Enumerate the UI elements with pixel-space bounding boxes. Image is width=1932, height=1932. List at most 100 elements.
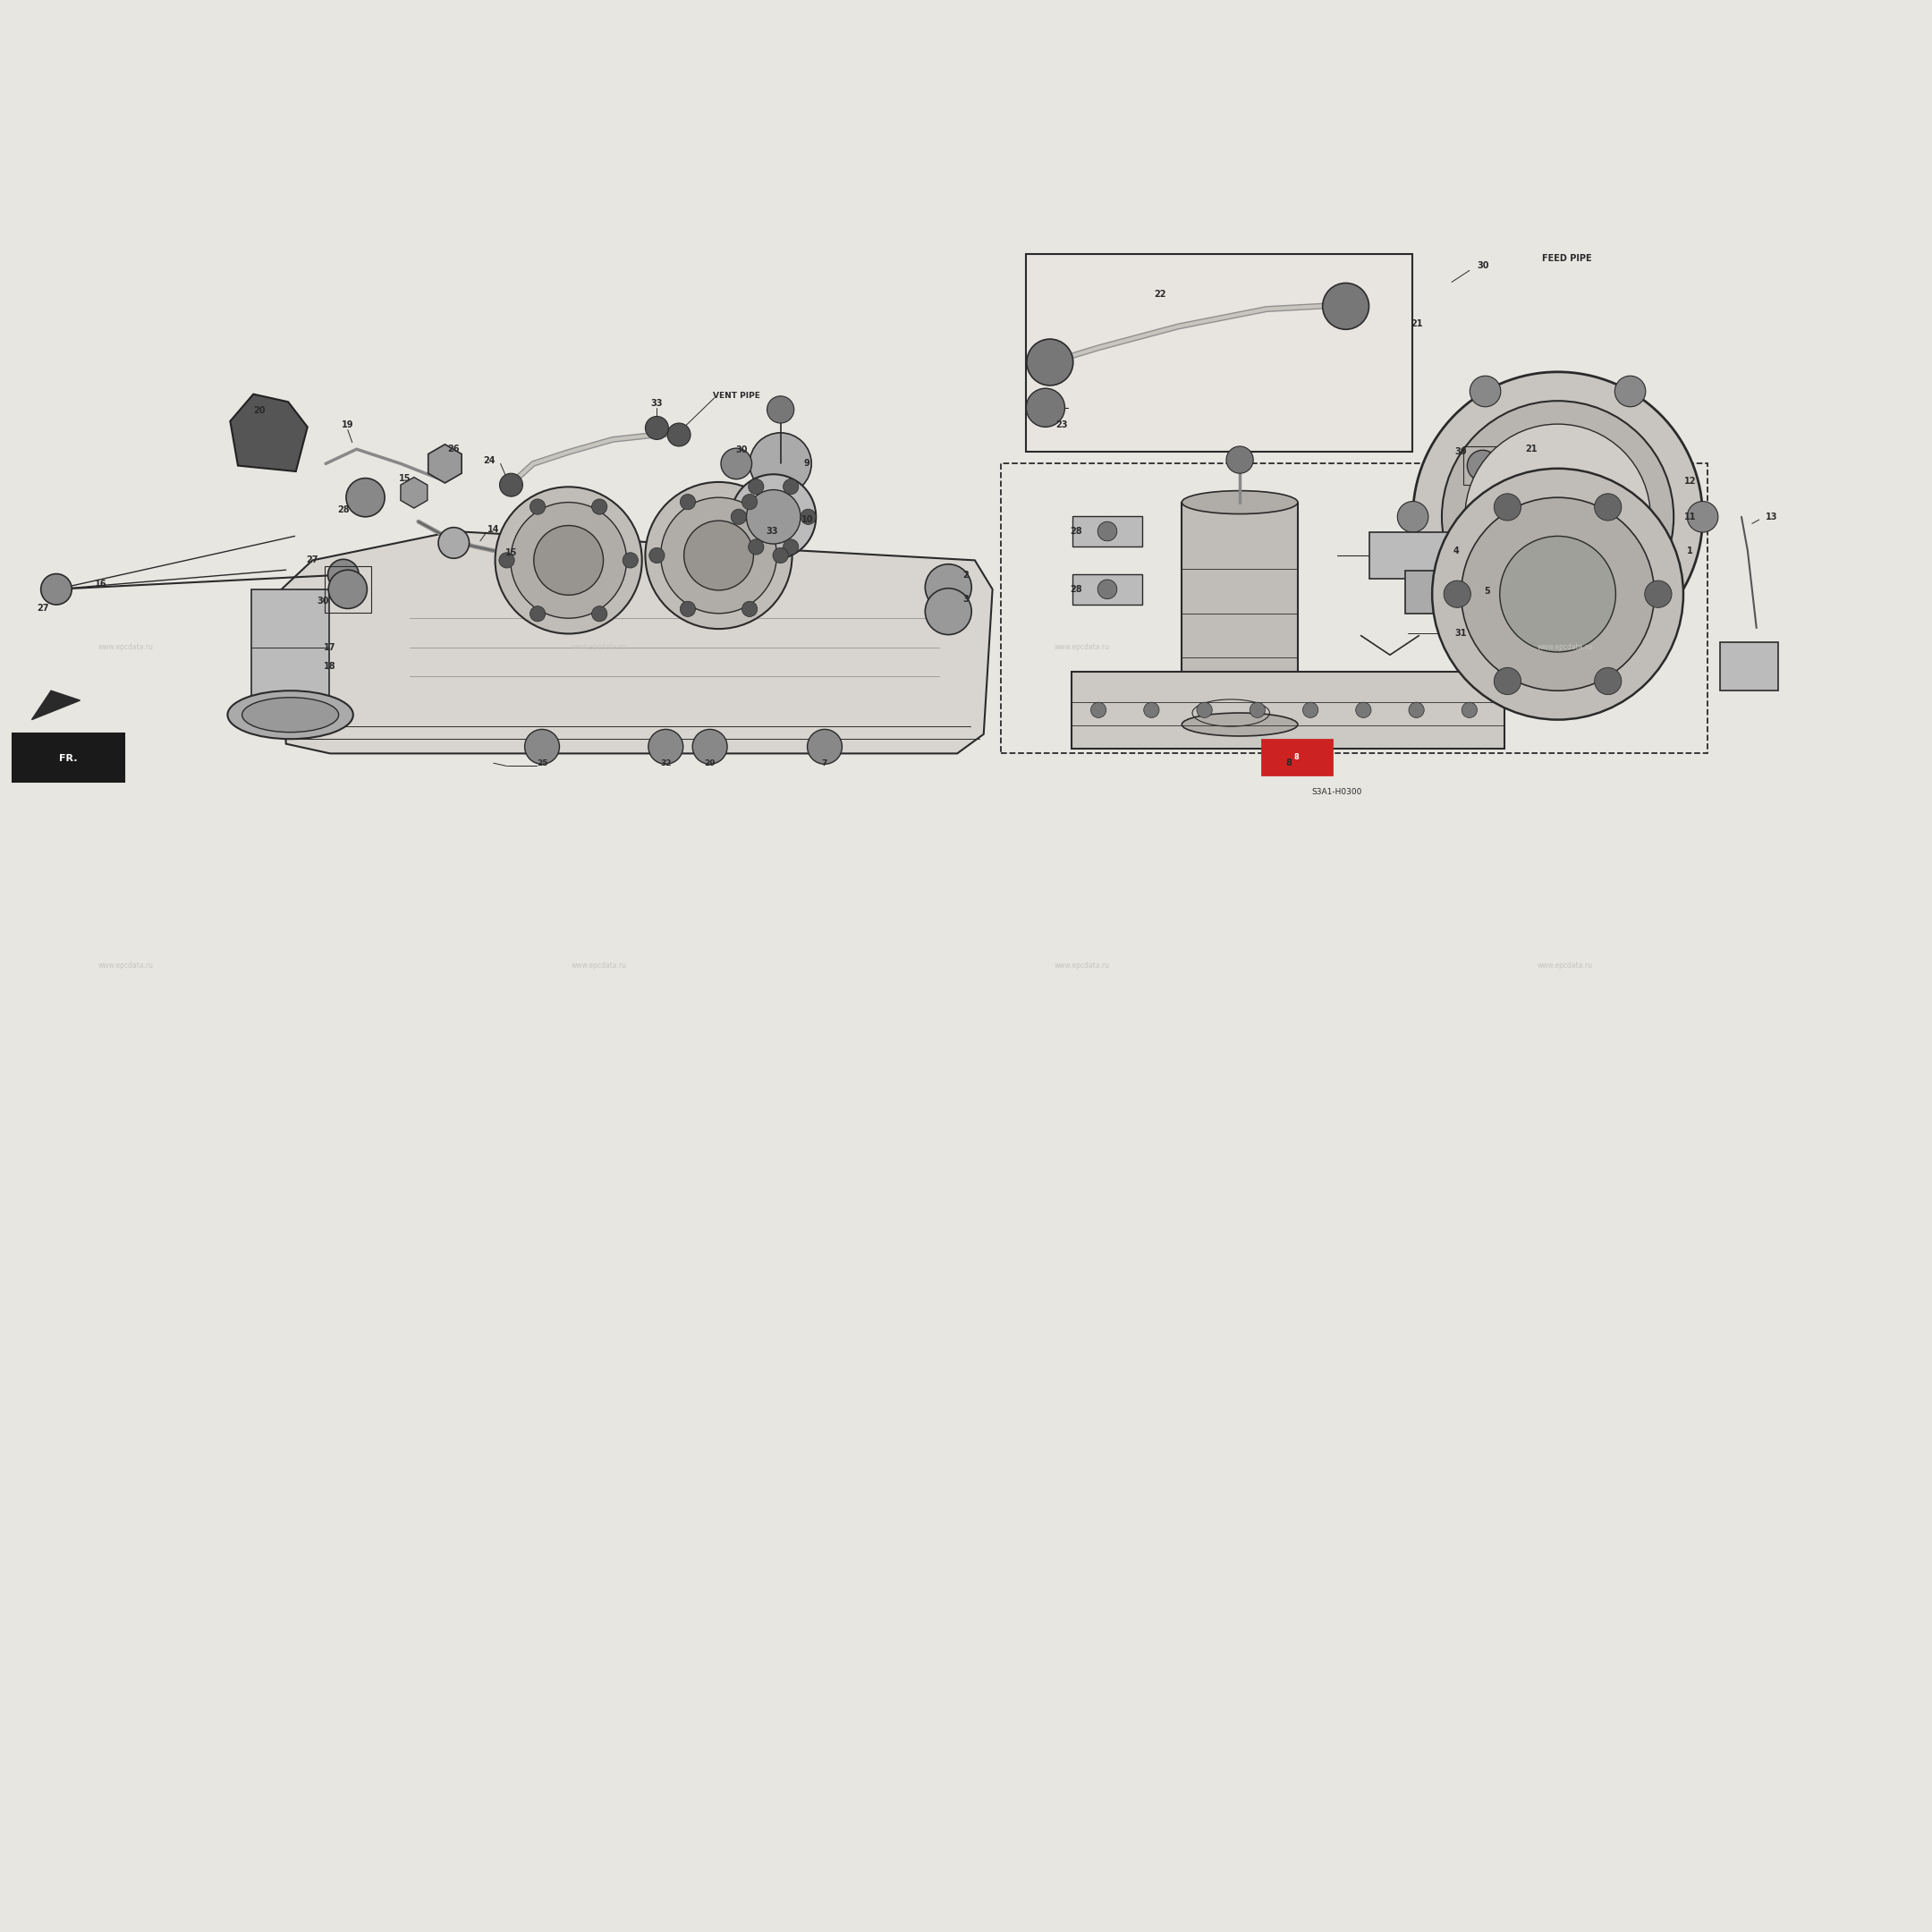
Circle shape xyxy=(1026,388,1065,427)
Bar xyxy=(1072,574,1142,605)
Circle shape xyxy=(782,539,798,554)
Text: 13: 13 xyxy=(1766,512,1777,522)
Circle shape xyxy=(526,728,560,763)
Circle shape xyxy=(748,479,763,495)
Polygon shape xyxy=(429,444,462,483)
Circle shape xyxy=(1323,282,1370,328)
Circle shape xyxy=(1461,498,1654,692)
Circle shape xyxy=(750,433,811,495)
Bar xyxy=(1262,740,1331,775)
Text: 30: 30 xyxy=(1455,448,1466,456)
Circle shape xyxy=(529,498,545,514)
Circle shape xyxy=(746,491,800,545)
Circle shape xyxy=(1464,425,1650,611)
Circle shape xyxy=(529,607,545,622)
Circle shape xyxy=(808,728,842,763)
Bar xyxy=(1463,446,1501,485)
Text: www.epcdata.ru: www.epcdata.ru xyxy=(99,643,153,651)
Text: 14: 14 xyxy=(487,526,500,533)
Circle shape xyxy=(533,526,603,595)
Polygon shape xyxy=(400,477,427,508)
Circle shape xyxy=(1470,626,1501,657)
Circle shape xyxy=(1250,703,1265,719)
Bar xyxy=(1719,641,1777,692)
Circle shape xyxy=(767,396,794,423)
Circle shape xyxy=(748,539,763,554)
Circle shape xyxy=(667,423,690,446)
Text: 27: 27 xyxy=(37,605,48,612)
Text: 25: 25 xyxy=(537,759,547,767)
Polygon shape xyxy=(31,692,79,721)
Text: 5: 5 xyxy=(1484,587,1490,595)
Bar xyxy=(1182,502,1298,724)
Text: 29: 29 xyxy=(705,759,715,767)
Text: 23: 23 xyxy=(1055,421,1066,429)
Bar xyxy=(1405,572,1482,614)
Text: 9: 9 xyxy=(804,460,810,468)
Text: 3: 3 xyxy=(962,595,970,603)
Circle shape xyxy=(1615,377,1646,408)
Text: www.epcdata.ru: www.epcdata.ru xyxy=(1055,643,1109,651)
Circle shape xyxy=(1432,469,1683,721)
Text: FEED PIPE: FEED PIPE xyxy=(1542,255,1592,263)
Circle shape xyxy=(591,607,607,622)
Circle shape xyxy=(328,558,359,589)
Circle shape xyxy=(925,587,972,634)
Text: www.epcdata.ru: www.epcdata.ru xyxy=(99,962,153,970)
Circle shape xyxy=(1644,582,1671,607)
Text: 32: 32 xyxy=(661,759,670,767)
Text: 1: 1 xyxy=(1687,547,1692,554)
Circle shape xyxy=(498,553,514,568)
Circle shape xyxy=(1463,703,1478,719)
Bar xyxy=(12,734,124,782)
Circle shape xyxy=(649,728,684,763)
Text: 30: 30 xyxy=(1476,261,1490,270)
Text: 4: 4 xyxy=(1453,547,1459,554)
Ellipse shape xyxy=(1182,491,1298,514)
Bar xyxy=(1026,253,1412,452)
Text: 31: 31 xyxy=(1455,630,1466,638)
Circle shape xyxy=(1397,502,1428,533)
Circle shape xyxy=(510,502,626,618)
Circle shape xyxy=(1441,402,1673,634)
Circle shape xyxy=(645,417,668,440)
Bar xyxy=(1072,516,1142,547)
Text: 16: 16 xyxy=(95,580,106,589)
Circle shape xyxy=(1594,493,1621,520)
Circle shape xyxy=(730,475,815,560)
Text: www.epcdata.ru: www.epcdata.ru xyxy=(572,643,626,651)
Circle shape xyxy=(649,549,665,564)
Text: 12: 12 xyxy=(1685,477,1696,485)
Text: VENT PIPE: VENT PIPE xyxy=(713,392,759,400)
Polygon shape xyxy=(282,531,993,753)
Text: 17: 17 xyxy=(325,643,336,651)
Circle shape xyxy=(730,508,746,526)
Circle shape xyxy=(495,487,641,634)
Circle shape xyxy=(742,495,757,510)
Circle shape xyxy=(500,473,524,497)
Circle shape xyxy=(1092,703,1107,719)
Text: www.epcdata.ru: www.epcdata.ru xyxy=(1055,962,1109,970)
Circle shape xyxy=(622,553,638,568)
Circle shape xyxy=(680,601,696,616)
Text: 8: 8 xyxy=(1294,753,1298,761)
Circle shape xyxy=(721,448,752,479)
Text: 27: 27 xyxy=(307,556,319,564)
Text: 22: 22 xyxy=(1153,290,1167,299)
Text: S3A1-H0300: S3A1-H0300 xyxy=(1312,788,1362,796)
Circle shape xyxy=(1493,493,1520,520)
Circle shape xyxy=(1443,582,1470,607)
Text: 18: 18 xyxy=(325,663,336,670)
Text: 10: 10 xyxy=(802,516,813,524)
Circle shape xyxy=(1302,703,1318,719)
Circle shape xyxy=(1026,340,1072,386)
Text: 30: 30 xyxy=(736,446,748,454)
Circle shape xyxy=(1594,668,1621,696)
Circle shape xyxy=(661,497,777,614)
Text: 28: 28 xyxy=(1070,585,1082,593)
Bar xyxy=(1001,464,1708,753)
Circle shape xyxy=(1687,502,1718,533)
Text: 21: 21 xyxy=(1410,319,1422,328)
Circle shape xyxy=(1196,703,1211,719)
Circle shape xyxy=(645,483,792,628)
